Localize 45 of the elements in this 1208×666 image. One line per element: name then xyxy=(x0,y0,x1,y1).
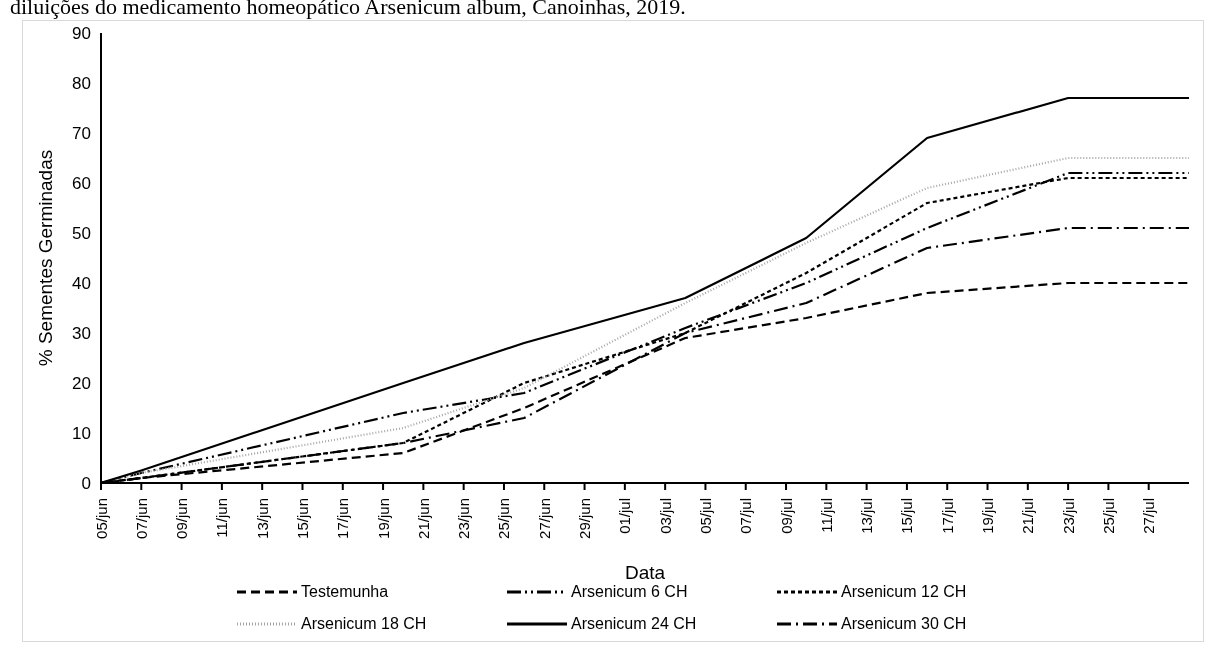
y-tick-label: 0 xyxy=(81,474,91,494)
x-tick-label: 19/jul xyxy=(979,498,997,534)
x-tick-label: 07/jun xyxy=(132,498,150,539)
x-tick-label: 23/jun xyxy=(455,498,473,539)
y-tick-label: 60 xyxy=(72,174,91,194)
x-tick-label: 23/jul xyxy=(1059,498,1077,534)
x-tick-label: 11/jul xyxy=(817,498,835,533)
x-tick-label: 13/jul xyxy=(858,498,876,534)
x-tick-label: 17/jun xyxy=(334,498,352,539)
x-tick-label: 01/jul xyxy=(616,498,634,534)
x-tick-label: 25/jun xyxy=(495,498,513,539)
legend-label: Arsenicum 30 CH xyxy=(841,615,967,633)
x-tick-label: 09/jun xyxy=(173,498,191,539)
y-tick-label: 20 xyxy=(72,374,91,394)
x-tick-label: 21/jul xyxy=(1019,498,1037,534)
legend-label: Arsenicum 6 CH xyxy=(571,583,688,601)
legend-label: Arsenicum 18 CH xyxy=(301,615,427,633)
x-tick-label: 09/jul xyxy=(777,498,795,534)
x-tick-label: 13/jun xyxy=(253,498,271,539)
x-tick-label: 05/jul xyxy=(696,498,714,534)
y-tick-label: 80 xyxy=(72,74,91,94)
x-tick-label: 07/jul xyxy=(737,498,755,534)
x-tick-label: 17/jul xyxy=(938,498,956,534)
x-tick-label: 29/jun xyxy=(576,498,594,539)
x-tick-label: 05/jun xyxy=(92,498,110,539)
legend-label: Arsenicum 24 CH xyxy=(571,615,697,633)
y-tick-label: 40 xyxy=(72,274,91,294)
legend-label: Arsenicum 12 CH xyxy=(841,583,967,601)
y-tick-label: 50 xyxy=(72,224,91,244)
x-tick-label: 15/jul xyxy=(898,498,916,534)
x-tick-label: 19/jun xyxy=(374,498,392,539)
y-tick-label: 30 xyxy=(72,324,91,344)
x-tick-label: 21/jun xyxy=(414,498,432,539)
x-tick-label: 25/jul xyxy=(1099,498,1117,534)
y-axis-title: % Sementes Germinadas xyxy=(34,149,56,367)
x-tick-label: 27/jul xyxy=(1140,498,1158,534)
x-tick-label: 15/jun xyxy=(293,498,311,539)
y-tick-label: 10 xyxy=(72,424,91,444)
y-tick-label: 90 xyxy=(72,24,91,44)
x-axis-title: Data xyxy=(624,562,666,583)
x-tick-label: 11/jun xyxy=(213,498,231,538)
legend-label: Testemunha xyxy=(301,583,389,601)
x-tick-label: 27/jun xyxy=(535,498,553,539)
x-tick-label: 03/jul xyxy=(656,498,674,534)
y-tick-label: 70 xyxy=(72,124,91,144)
